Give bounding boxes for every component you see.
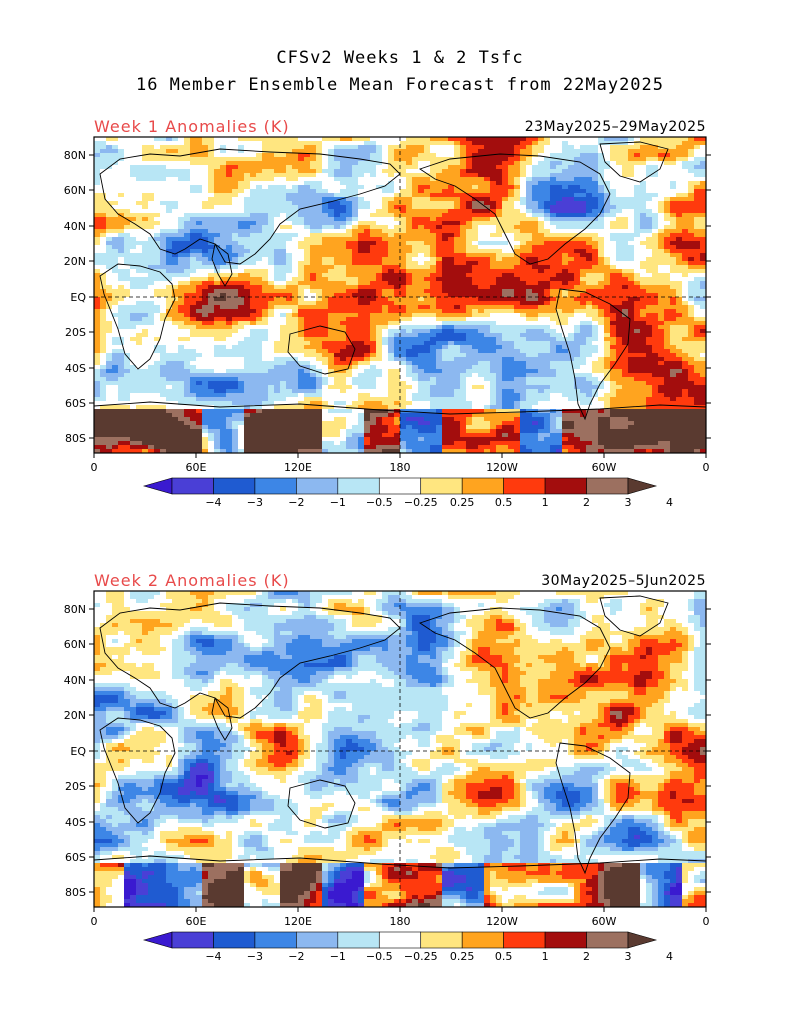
week1-cb-label: 1 xyxy=(542,496,549,509)
week2-cb-box xyxy=(255,932,296,948)
week1-lat-label: 20S xyxy=(65,326,86,339)
week2-lat-label: 40N xyxy=(64,674,86,687)
week2-lon-label: 0 xyxy=(91,915,98,928)
week2-cb-box xyxy=(338,932,379,948)
week1-cb-box xyxy=(213,478,254,494)
week2-cb-label: 1 xyxy=(542,950,549,963)
week2-cb-label: −0.5 xyxy=(366,950,393,963)
week1-lat-label: 80S xyxy=(65,432,86,445)
week1-cb-box xyxy=(338,478,379,494)
week2-cb-label: 0.25 xyxy=(450,950,475,963)
week1-cb-box xyxy=(255,478,296,494)
week1-map: 80N 60N 40N 20N EQ 20S 40S 60S 80S 0 60E 120E 180 120… xyxy=(0,114,800,474)
week1-cb-label: 4 xyxy=(666,496,673,509)
week1-cb-box xyxy=(296,478,337,494)
week1-lat-label: EQ xyxy=(70,291,86,304)
week1-lat-label: 20N xyxy=(64,255,86,268)
week2-map: 80N 60N 40N 20N EQ 20S 40S 60S 80S 0 60E 120E 180 120… xyxy=(0,568,800,928)
week1-lon-label: 0 xyxy=(703,461,710,474)
week1-cb-label: −0.25 xyxy=(404,496,438,509)
week1-cb-box xyxy=(379,478,420,494)
chart-title-line1: CFSv2 Weeks 1 & 2 Tsfc xyxy=(0,48,800,68)
week1-lon-label: 120W xyxy=(486,461,518,474)
week1-cb-box xyxy=(172,478,213,494)
week2-lon-label: 0 xyxy=(703,915,710,928)
week2-lat-label: 60S xyxy=(65,851,86,864)
week1-cb-box xyxy=(462,478,503,494)
week1-lon-label: 120E xyxy=(284,461,312,474)
week2-lon-label: 120W xyxy=(486,915,518,928)
week1-cb-label: −0.5 xyxy=(366,496,393,509)
week1-cb-label: 2 xyxy=(583,496,590,509)
week2-lat-label: 20S xyxy=(65,780,86,793)
week1-cb-box xyxy=(421,478,462,494)
week2-lon-label: 60W xyxy=(592,915,617,928)
week2-cb-label: 0.5 xyxy=(495,950,513,963)
week2-lon-label: 60E xyxy=(186,915,207,928)
chart-title-line2: 16 Member Ensemble Mean Forecast from 22… xyxy=(0,75,800,95)
week1-cb-label: 0.5 xyxy=(495,496,513,509)
week2-cb-left-arrow xyxy=(144,932,172,948)
week2-cb-label: −1 xyxy=(330,950,346,963)
week2-cb-right-arrow xyxy=(628,932,656,948)
week2-lon-label: 120E xyxy=(284,915,312,928)
week1-lon-label: 180 xyxy=(390,461,411,474)
week1-cb-left-arrow xyxy=(144,478,172,494)
week1-cb-label: 3 xyxy=(625,496,632,509)
week1-cb-box xyxy=(587,478,628,494)
week2-lat-label: 80N xyxy=(64,603,86,616)
week1-lat-label: 40S xyxy=(65,362,86,375)
week1-colorbar: −4 −3 −2 −1 −0.5 −0.25 0.25 0.5 1 2 3 4 xyxy=(0,474,800,514)
week2-lat-label: 80S xyxy=(65,886,86,899)
week1-colorbar-boxes xyxy=(144,478,656,494)
week2-cb-box xyxy=(587,932,628,948)
week1-lat-label: 60N xyxy=(64,184,86,197)
week2-cb-box xyxy=(296,932,337,948)
week1-cb-box xyxy=(504,478,545,494)
week2-lat-label: 40S xyxy=(65,816,86,829)
week1-lat-label: 40N xyxy=(64,220,86,233)
week1-lat-label: 80N xyxy=(64,149,86,162)
week2-lon-label: 180 xyxy=(390,915,411,928)
week2-cb-label: 2 xyxy=(583,950,590,963)
week1-cb-label: −4 xyxy=(205,496,221,509)
week2-cb-label: −4 xyxy=(205,950,221,963)
week2-cb-label: −2 xyxy=(288,950,304,963)
week1-cb-label: −1 xyxy=(330,496,346,509)
week2-lat-label: 20N xyxy=(64,709,86,722)
week2-lat-label: EQ xyxy=(70,745,86,758)
week2-cb-label: 3 xyxy=(625,950,632,963)
week2-lat-label: 60N xyxy=(64,638,86,651)
week2-cb-box xyxy=(172,932,213,948)
week2-cb-box xyxy=(462,932,503,948)
week2-cb-label: −3 xyxy=(247,950,263,963)
week2-colorbar: −4 −3 −2 −1 −0.5 −0.25 0.25 0.5 1 2 3 4 xyxy=(0,928,800,968)
week1-lat-label: 60S xyxy=(65,397,86,410)
week2-cb-box xyxy=(545,932,586,948)
week2-cb-label: −0.25 xyxy=(404,950,438,963)
week1-cb-label: −2 xyxy=(288,496,304,509)
week1-cb-label: 0.25 xyxy=(450,496,475,509)
week2-cb-box xyxy=(421,932,462,948)
week1-lon-label: 60E xyxy=(186,461,207,474)
week1-lon-label: 60W xyxy=(592,461,617,474)
week2-cb-label: 4 xyxy=(666,950,673,963)
week2-cb-box xyxy=(213,932,254,948)
week2-cb-box xyxy=(379,932,420,948)
week1-cb-box xyxy=(545,478,586,494)
week2-colorbar-boxes xyxy=(144,932,656,948)
week1-lon-label: 0 xyxy=(91,461,98,474)
week1-cb-right-arrow xyxy=(628,478,656,494)
week2-cb-box xyxy=(504,932,545,948)
week1-cb-label: −3 xyxy=(247,496,263,509)
